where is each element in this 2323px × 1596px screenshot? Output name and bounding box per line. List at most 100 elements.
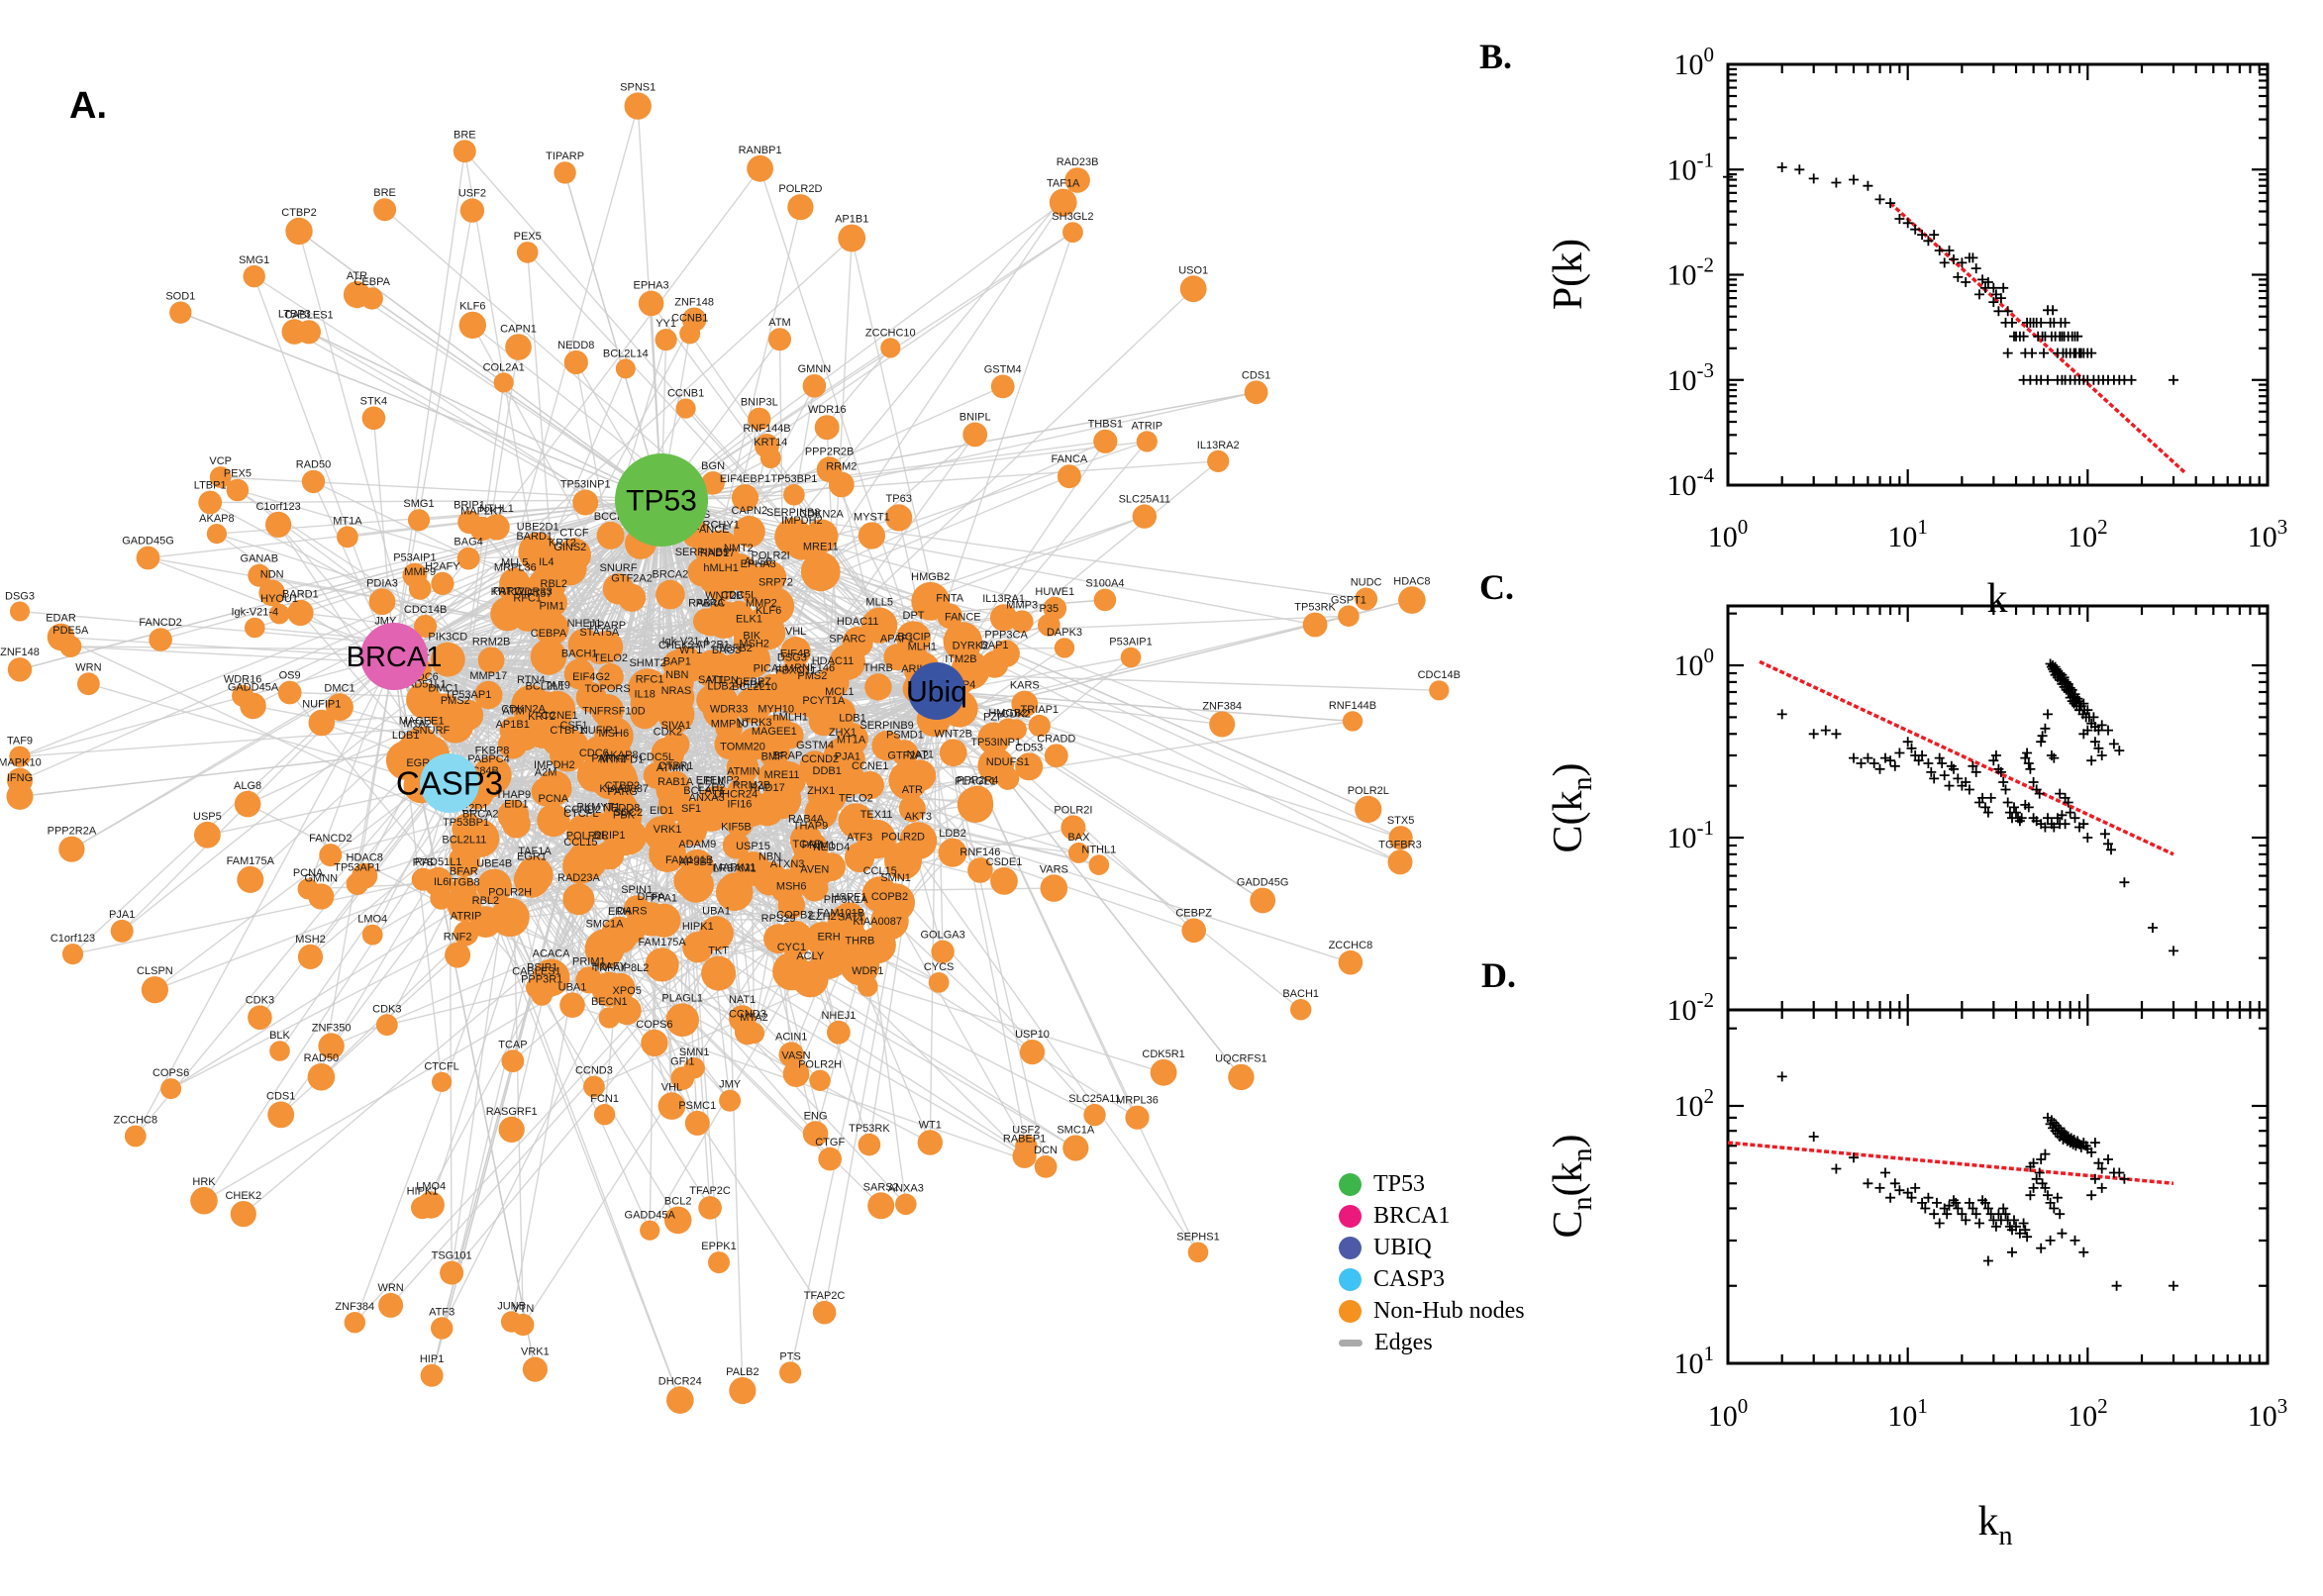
network-node	[459, 198, 485, 223]
network-node-label: USP15	[736, 841, 770, 852]
network-node-label: TFAP2C	[804, 1290, 846, 1302]
network-node-label: STK4	[360, 396, 388, 408]
network-node	[990, 374, 1015, 399]
network-node-label: RCHY1	[703, 519, 740, 531]
network-node	[440, 1260, 464, 1285]
network-node-label: TP53BP1	[770, 473, 817, 485]
network-node	[1088, 854, 1110, 875]
network-node-label: DSG3	[5, 591, 35, 603]
network-node-label: SNURF	[412, 725, 450, 737]
y-tick-label: 10-4	[1667, 463, 1715, 502]
legend-item-ubiq: UBIQ	[1339, 1232, 1525, 1263]
network-node-label: LTBP1	[194, 480, 227, 492]
network-node-label: RAB4A	[688, 597, 725, 609]
network-node-label: AP3B1	[679, 856, 713, 868]
network-node-label: DHCR24	[658, 1375, 702, 1387]
network-node-label: SH3GL2	[1052, 211, 1093, 223]
scatter-points	[1776, 1071, 2178, 1291]
network-node-label: TP53RK	[849, 1123, 890, 1135]
network-node	[248, 563, 271, 587]
network-node-label: ACACA	[533, 948, 571, 960]
network-node-label: ALG8	[234, 780, 261, 792]
network-node	[722, 832, 751, 859]
network-node-label: COPS6	[636, 1019, 672, 1031]
network-node	[1398, 586, 1426, 614]
network-node-label: VARS	[1040, 863, 1068, 875]
network-node	[10, 601, 30, 622]
network-node-label: BCLAF1	[683, 785, 725, 797]
network-node-label: IL6	[434, 876, 449, 888]
network-node-label: VHL	[661, 1081, 682, 1093]
network-node-label: NMT2	[724, 543, 754, 554]
y-tick-label: 10-3	[1667, 358, 1715, 397]
network-node-label: AKAP8	[199, 513, 234, 525]
network-node-label: CTGF	[815, 1137, 845, 1148]
network-node	[522, 1356, 549, 1382]
network-node	[896, 621, 931, 655]
network-node-label: BNIP3L	[741, 397, 778, 409]
network-node-label: EGR1	[517, 851, 547, 863]
network-node-label: KRT14	[754, 437, 787, 449]
network-node-label: FANCE	[693, 524, 730, 536]
legend-item-non-hub-nodes: Non-Hub nodes	[1339, 1295, 1525, 1327]
network-node-label: BCL2L1	[526, 680, 565, 692]
network-node-label: UBE4B	[476, 858, 512, 870]
network-node	[655, 329, 677, 351]
network-node-label: WT1	[679, 645, 702, 656]
network-node-label: NAT1	[907, 748, 934, 760]
network-node-label: CTBP2	[281, 207, 316, 219]
network-node-label: TP53BP1	[443, 817, 489, 829]
network-node	[408, 577, 432, 600]
network-node-label: CDS1	[1242, 369, 1270, 381]
network-node	[240, 692, 266, 720]
network-node	[267, 1101, 295, 1129]
network-node-label: MSH2	[295, 934, 326, 946]
y-tick-label: 102	[1674, 1084, 1715, 1123]
network-node-label: P53AIP1	[1109, 637, 1152, 648]
network-node-label: USO1	[1178, 264, 1208, 276]
network-node	[758, 736, 790, 768]
network-node-label: LRSAM1	[713, 863, 757, 875]
network-node-label: MMP10	[711, 719, 749, 731]
network-node	[307, 1063, 336, 1091]
network-node-label: RABEP1	[1003, 1134, 1046, 1146]
network-node	[801, 874, 829, 902]
network-node-label: COL2A1	[483, 361, 525, 373]
network-node	[904, 759, 937, 792]
network-node-label: EZH2	[697, 782, 725, 794]
network-node	[234, 790, 261, 818]
network-node	[477, 647, 505, 674]
network-node-label: GADD45G	[122, 536, 174, 548]
network-node-label: LMO4	[357, 914, 387, 926]
network-node	[726, 751, 759, 784]
network-node	[562, 883, 595, 916]
network-node-label: ACIN1	[775, 1031, 807, 1043]
network-node-label: THRB	[845, 936, 874, 948]
network-node-label: TCAP	[498, 1039, 527, 1050]
network-node-label: USF2	[458, 188, 486, 200]
network-node-label: SMN1	[880, 872, 911, 884]
network-node-label: GSTM4	[984, 364, 1022, 376]
network-node-label: IFNG	[7, 772, 33, 784]
network-node-label: WDR16	[808, 404, 847, 416]
network-node-label: EID1	[650, 805, 673, 817]
network-node-label: ATM	[502, 706, 524, 718]
network-node	[530, 639, 567, 675]
network-node	[725, 809, 754, 838]
network-node-label: GANAB	[241, 553, 279, 565]
network-node	[597, 663, 624, 690]
hub-node-tp53	[615, 453, 708, 547]
network-node	[469, 516, 495, 542]
network-node-label: ATXN3	[770, 858, 805, 870]
hub-label-ubiq: Ubiq	[906, 676, 967, 709]
network-node	[1338, 605, 1360, 627]
network-node	[1037, 613, 1060, 637]
network-node-label: SPIN1	[621, 884, 653, 896]
network-node-label: PKMYT1	[576, 802, 620, 814]
network-node-label: MRPL36	[1116, 1095, 1159, 1107]
network-node	[782, 1060, 810, 1087]
network-node-label: GADD45G	[1237, 877, 1289, 889]
network-node	[624, 92, 652, 120]
network-node	[540, 589, 567, 617]
network-node	[640, 1220, 660, 1241]
